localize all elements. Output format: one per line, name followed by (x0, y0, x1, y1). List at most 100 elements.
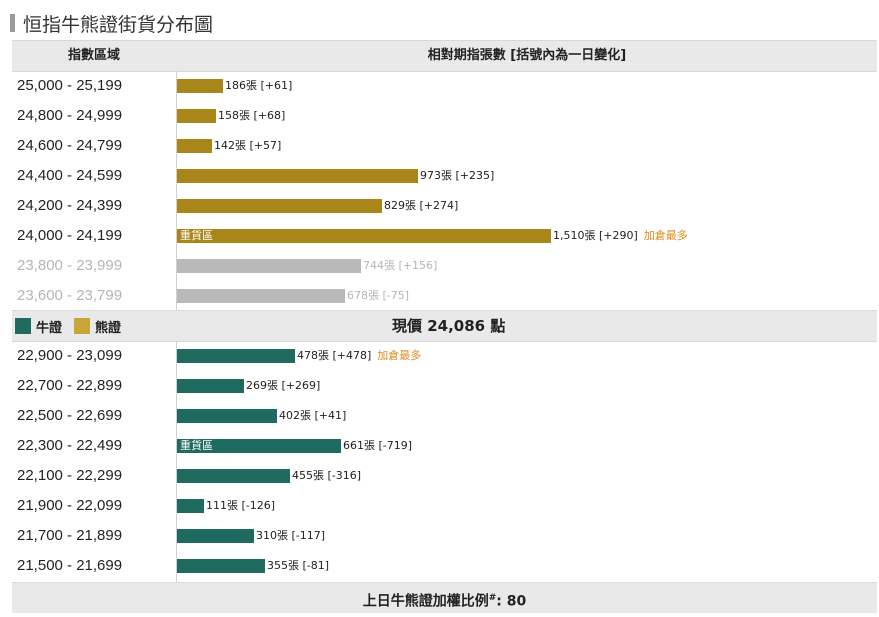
bull-value-label: 111張 [-126] (206, 491, 275, 521)
bull-value-label: 402張 [+41] (279, 401, 346, 431)
bear-row: 24,200 - 24,399 829張 [+274] (12, 191, 877, 221)
bull-range-label: 21,900 - 22,099 (17, 497, 123, 514)
bear-range-label: 23,600 - 23,799 (17, 287, 123, 304)
bull-value-text: 402張 [+41] (279, 409, 347, 422)
bear-value-label: 158張 [+68] (218, 101, 285, 131)
bear-value-label: 142張 [+57] (214, 131, 281, 161)
column-divider-bottom (176, 341, 177, 582)
heavy-zone-label: 重貨區 (180, 229, 213, 242)
bear-bar (177, 139, 212, 153)
bear-range-label: 24,000 - 24,199 (17, 227, 123, 244)
bear-bar (177, 199, 382, 213)
bear-value-label: 1,510張 [+290] 加倉最多 (553, 221, 688, 251)
bull-range-label: 21,700 - 21,899 (17, 527, 123, 544)
bull-value-text: 661張 [-719] (343, 439, 413, 452)
current-price: 現價 24,086 點 (392, 317, 506, 335)
column-divider-top (176, 71, 177, 310)
bear-bar: 重貨區 (177, 229, 551, 243)
bull-bar (177, 469, 290, 483)
bear-row: 23,800 - 23,999 744張 [+156] (12, 251, 877, 281)
bull-value-label: 455張 [-316] (292, 461, 361, 491)
bull-value-text: 455張 [-316] (292, 469, 362, 482)
bear-value-label: 973張 [+235] (420, 161, 494, 191)
bull-bar (177, 409, 277, 423)
bear-value-text: 1,510張 [+290] (553, 229, 638, 242)
bear-range-label: 24,200 - 24,399 (17, 197, 123, 214)
page-title: 恒指牛熊證街貨分布圖 (23, 13, 214, 36)
heavy-zone-label: 重貨區 (180, 439, 213, 452)
bull-value-label: 661張 [-719] (343, 431, 412, 461)
bull-row: 21,900 - 22,099 111張 [-126] (12, 491, 877, 521)
legend-bull-label: 牛證 (36, 320, 63, 336)
bull-range-label: 21,500 - 21,699 (17, 557, 123, 574)
footer-value: : 80 (496, 593, 527, 610)
bear-bar (177, 109, 216, 123)
bear-range-label: 24,600 - 24,799 (17, 137, 123, 154)
bear-value-text: 973張 [+235] (420, 169, 495, 182)
bull-value-text: 478張 [+478] (297, 349, 372, 362)
bull-bar: 重貨區 (177, 439, 341, 453)
legend-bull-swatch (15, 318, 31, 334)
bear-bar (177, 79, 223, 93)
bull-bar (177, 559, 265, 573)
bear-value-text: 829張 [+274] (384, 199, 459, 212)
bear-row: 24,400 - 24,599 973張 [+235] (12, 161, 877, 191)
legend: 牛證 熊證 (15, 311, 133, 341)
price-bar: 牛證 熊證 現價 24,086 點 (12, 310, 877, 342)
bull-range-label: 22,900 - 23,099 (17, 347, 123, 364)
bear-value-text: 186張 [+61] (225, 79, 293, 92)
bear-bar (177, 289, 345, 303)
bear-bar (177, 259, 361, 273)
bear-value-text: 142張 [+57] (214, 139, 282, 152)
legend-bear-swatch (74, 318, 91, 334)
footer-mark: # (488, 593, 497, 603)
bear-range-label: 24,800 - 24,999 (17, 107, 123, 124)
bear-value-label: 744張 [+156] (363, 251, 437, 281)
header-count-label: 相對期指張數 [括號內為一日變化] (427, 48, 627, 63)
title-accent-bar (10, 14, 15, 32)
bull-value-text: 355張 [-81] (267, 559, 330, 572)
bull-row: 21,500 - 21,699 355張 [-81] (12, 551, 877, 581)
footer-text: 上日牛熊證加權比例#: 80 (12, 583, 877, 613)
bull-row: 22,500 - 22,699 402張 [+41] (12, 401, 877, 431)
legend-bear: 熊證 (74, 317, 121, 336)
bear-value-text: 158張 [+68] (218, 109, 286, 122)
bear-value-label: 678張 [-75] (347, 281, 409, 311)
bear-row: 23,600 - 23,799 678張 [-75] (12, 281, 877, 311)
max-increase-note: 加倉最多 (377, 349, 422, 362)
page-title-row: 恒指牛熊證街貨分布圖 (10, 10, 213, 36)
footer-label: 上日牛熊證加權比例 (362, 593, 489, 610)
bull-range-label: 22,100 - 22,299 (17, 467, 123, 484)
bear-value-text: 744張 [+156] (363, 259, 438, 272)
bear-value-label: 186張 [+61] (225, 71, 292, 101)
bear-row: 24,000 - 24,199 重貨區 1,510張 [+290] 加倉最多 (12, 221, 877, 251)
bear-value-label: 829張 [+274] (384, 191, 458, 221)
legend-bear-label: 熊證 (95, 320, 122, 336)
bull-row: 22,900 - 23,099 478張 [+478] 加倉最多 (12, 341, 877, 371)
bear-range-label: 23,800 - 23,999 (17, 257, 123, 274)
bear-bar (177, 169, 418, 183)
bull-value-label: 310張 [-117] (256, 521, 325, 551)
table-header: 指數區域 相對期指張數 [括號內為一日變化] (12, 40, 877, 72)
bull-row: 22,300 - 22,499 重貨區 661張 [-719] (12, 431, 877, 461)
bull-value-text: 269張 [+269] (246, 379, 321, 392)
footer: 上日牛熊證加權比例#: 80 (12, 582, 877, 613)
bull-range-label: 22,500 - 22,699 (17, 407, 123, 424)
bear-value-text: 678張 [-75] (347, 289, 410, 302)
max-increase-note: 加倉最多 (643, 229, 688, 242)
bull-range-label: 22,300 - 22,499 (17, 437, 123, 454)
bull-value-label: 269張 [+269] (246, 371, 320, 401)
bull-value-label: 355張 [-81] (267, 551, 329, 581)
bull-bar (177, 499, 204, 513)
bear-row: 25,000 - 25,199 186張 [+61] (12, 71, 877, 101)
bear-range-label: 24,400 - 24,599 (17, 167, 123, 184)
bear-row: 24,800 - 24,999 158張 [+68] (12, 101, 877, 131)
bull-bar (177, 379, 244, 393)
bull-row: 22,700 - 22,899 269張 [+269] (12, 371, 877, 401)
bull-value-label: 478張 [+478] 加倉最多 (297, 341, 421, 371)
bear-row: 24,600 - 24,799 142張 [+57] (12, 131, 877, 161)
bull-bar (177, 349, 295, 363)
bull-range-label: 22,700 - 22,899 (17, 377, 123, 394)
bull-value-text: 111張 [-126] (206, 499, 276, 512)
bull-bar (177, 529, 254, 543)
